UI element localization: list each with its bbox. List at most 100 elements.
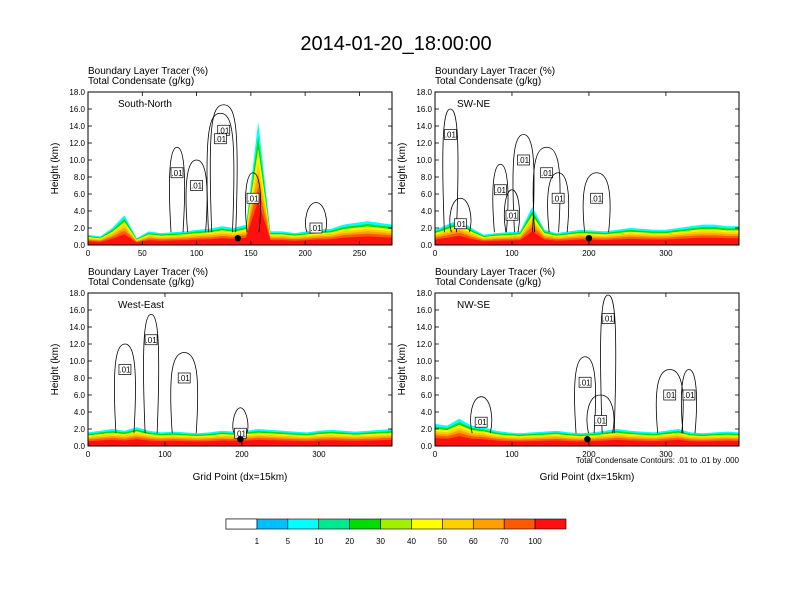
tracer-layer — [435, 231, 739, 245]
colorbar-label: 30 — [376, 537, 385, 546]
x-tick-label: 200 — [298, 249, 312, 258]
y-tick-label: 16.0 — [416, 306, 432, 315]
contour-label: .01 — [495, 186, 507, 195]
y-tick-label: 8.0 — [74, 173, 86, 182]
y-tick-label: 18.0 — [416, 88, 432, 97]
panel-subtitle: Total Condensate (g/kg) — [435, 76, 541, 87]
y-tick-label: 0.0 — [74, 241, 86, 250]
contour-label: .01 — [171, 169, 183, 178]
y-tick-label: 0.0 — [421, 241, 433, 250]
contour-label: .01 — [215, 135, 227, 144]
contour-label-box — [540, 167, 553, 179]
colorbar-label: 20 — [345, 537, 354, 546]
tracer-layer — [88, 439, 392, 446]
condensate-contour — [492, 163, 509, 233]
contour-label: .01 — [553, 194, 565, 203]
y-tick-label: 12.0 — [416, 139, 432, 148]
y-tick-label: 18.0 — [416, 289, 432, 298]
contour-label-box — [309, 222, 323, 234]
x-tick-label: 100 — [505, 450, 519, 459]
contour-label: .01 — [595, 417, 607, 426]
x-tick-label: 150 — [244, 249, 258, 258]
y-tick-label: 6.0 — [421, 391, 433, 400]
y-tick-label: 14.0 — [416, 122, 432, 131]
colorbar: 1 5 10 20 30 40 50 60 70 100 — [225, 518, 567, 546]
y-tick-label: 6.0 — [74, 190, 86, 199]
colorbar-swatch — [225, 518, 258, 530]
tracer-layer — [88, 200, 392, 245]
condensate-contour — [582, 172, 611, 233]
x-tick-label: 0 — [86, 450, 91, 459]
y-tick-label: 2.0 — [74, 425, 86, 434]
panel-subtitle: Boundary Layer Tracer (%) — [435, 267, 555, 278]
y-tick-label: 14.0 — [69, 323, 85, 332]
contour-label-box — [682, 389, 696, 401]
panel-label: South-North — [118, 99, 172, 110]
x-tick-label: 0 — [86, 249, 91, 258]
colorbar-swatch — [534, 518, 567, 530]
x-tick-label: 300 — [659, 450, 673, 459]
location-marker — [585, 235, 593, 242]
contour-label: .01 — [506, 211, 518, 220]
y-tick-label: 10.0 — [69, 156, 85, 165]
y-tick-label: 12.0 — [416, 340, 432, 349]
colorbar-swatch — [256, 518, 289, 530]
y-tick-label: 4.0 — [421, 408, 433, 417]
condensate-contour — [114, 343, 136, 434]
y-tick-label: 6.0 — [421, 190, 433, 199]
panel-label: SW-NE — [457, 99, 490, 110]
contour-label: .01 — [119, 366, 131, 375]
y-tick-label: 2.0 — [74, 224, 86, 233]
condensate-contour — [232, 407, 249, 434]
location-marker — [234, 235, 242, 242]
plot-frame — [87, 91, 393, 246]
x-axis-label: Grid Point (dx=15km) — [193, 472, 288, 483]
contour-label: .01 — [603, 315, 615, 324]
contour-label: .01 — [247, 194, 259, 203]
condensate-contour — [442, 108, 459, 233]
condensate-contour — [574, 356, 596, 434]
panels-group: Boundary Layer Tracer (%)Total Condensat… — [50, 66, 740, 483]
colorbar-swatch — [472, 518, 505, 530]
contour-label-box — [505, 209, 519, 221]
contour-label-box — [590, 192, 603, 204]
y-tick-label: 8.0 — [74, 374, 86, 383]
panel-subtitle: Boundary Layer Tracer (%) — [88, 66, 208, 77]
panel-subtitle: Boundary Layer Tracer (%) — [88, 267, 208, 278]
y-tick-label: 4.0 — [421, 207, 433, 216]
y-tick-label: 8.0 — [421, 374, 433, 383]
x-tick-label: 0 — [433, 249, 438, 258]
contour-label: .01 — [191, 182, 203, 191]
y-tick-label: 14.0 — [69, 122, 85, 131]
colorbar-swatch — [503, 518, 536, 530]
y-tick-label: 4.0 — [74, 207, 86, 216]
contour-label: .01 — [310, 224, 322, 233]
y-axis-label: Height (km) — [397, 143, 408, 195]
contour-label-box — [170, 167, 184, 179]
contour-label-box — [517, 154, 530, 166]
colorbar-swatch — [411, 518, 443, 530]
contour-label: .01 — [445, 131, 457, 140]
contour-label: .01 — [518, 156, 530, 165]
contour-label-box — [190, 180, 203, 191]
chart-panel: Boundary Layer Tracer (%)Total Condensat… — [50, 66, 393, 258]
location-marker — [237, 436, 244, 443]
x-tick-label: 50 — [138, 249, 147, 258]
condensate-contour — [503, 189, 520, 233]
y-tick-label: 16.0 — [416, 105, 432, 114]
condensate-contour — [681, 369, 697, 434]
condensate-contour — [586, 394, 615, 434]
panel-subtitle: Boundary Layer Tracer (%) — [435, 66, 555, 77]
y-tick-label: 16.0 — [69, 105, 85, 114]
contour-label-box — [444, 129, 457, 140]
contour-label-box — [601, 313, 615, 324]
contour-label: .01 — [179, 374, 191, 383]
y-axis-label: Height (km) — [50, 143, 61, 195]
colorbar-swatch — [287, 518, 320, 530]
contour-label-box — [454, 218, 467, 230]
condensate-contour — [470, 396, 493, 434]
contour-label: .01 — [476, 418, 488, 427]
panel-label: NW-SE — [457, 300, 490, 311]
colorbar-swatch — [380, 518, 412, 530]
